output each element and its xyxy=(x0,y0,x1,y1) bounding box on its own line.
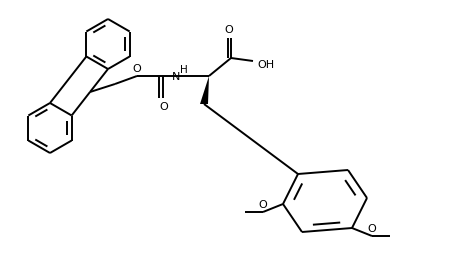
Text: N: N xyxy=(172,72,180,82)
Text: O: O xyxy=(160,102,168,112)
Text: O: O xyxy=(133,64,141,74)
Text: O: O xyxy=(368,224,376,234)
Text: O: O xyxy=(258,200,267,210)
Polygon shape xyxy=(200,76,209,104)
Text: O: O xyxy=(225,25,234,35)
Text: H: H xyxy=(180,65,188,75)
Text: OH: OH xyxy=(257,60,274,70)
